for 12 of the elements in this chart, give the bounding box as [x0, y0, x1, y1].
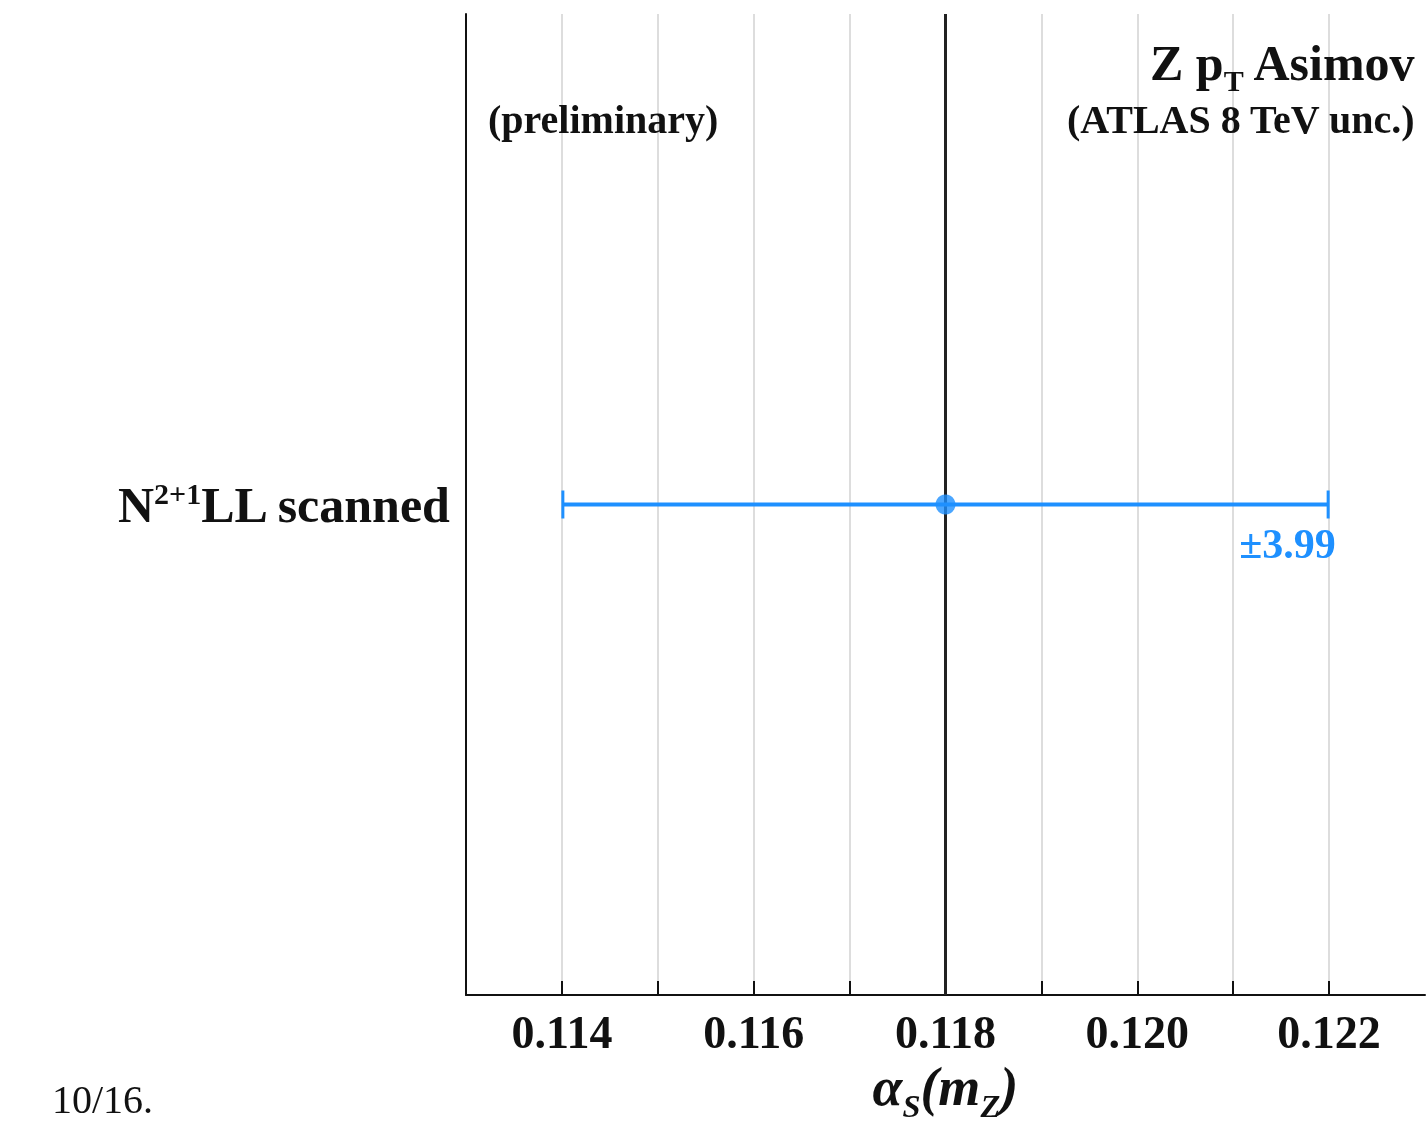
x-axis-title: α$_{S}$(m$_{Z}$)	[872, 1057, 1019, 1124]
y-tick-label: N$^{2+1}$LL scanned	[118, 476, 450, 533]
text: 10/16.	[52, 1077, 154, 1122]
x-tick-label: 0.118	[895, 1006, 996, 1058]
x-tick-label: 0.122	[1277, 1006, 1381, 1058]
x-tick-label: 0.120	[1085, 1006, 1190, 1058]
x-tick-label: 0.116	[703, 1006, 805, 1058]
annotation: ±3.99	[1239, 520, 1336, 567]
text: Z p$_{T}$ Asimov	[1150, 35, 1415, 97]
text: (preliminary)	[488, 97, 719, 142]
text: (ATLAS 8 TeV unc.)	[1067, 97, 1415, 142]
x-tick-label: 0.114	[511, 1006, 613, 1058]
